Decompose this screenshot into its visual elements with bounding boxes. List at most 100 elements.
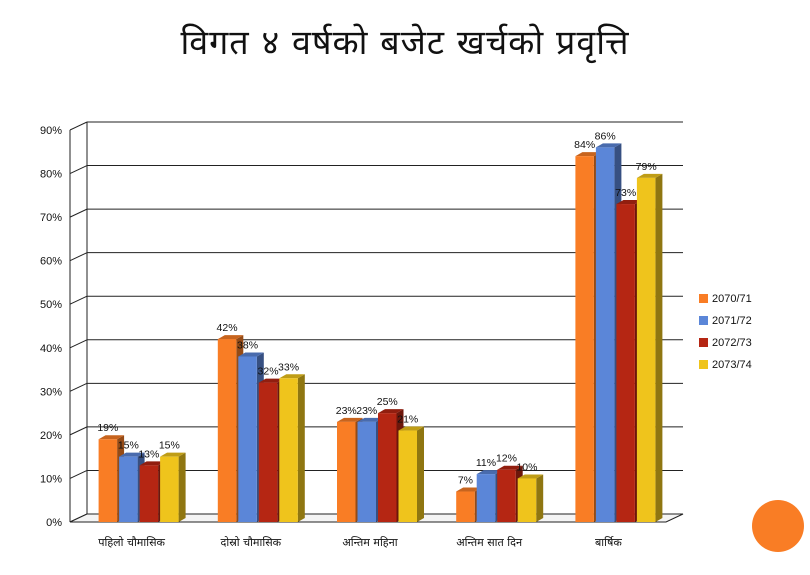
legend-label: 2073/74 [712, 359, 752, 371]
y-tick-label: 40% [40, 343, 62, 355]
bar-top [238, 352, 264, 357]
decorative-orange-circle [752, 500, 804, 552]
data-label: 25% [377, 396, 398, 408]
bar [160, 456, 179, 522]
bar-top [357, 417, 383, 422]
data-label: 15% [118, 440, 139, 452]
bar-side [178, 452, 186, 522]
data-label: 23% [356, 405, 377, 417]
bar-top [139, 461, 166, 466]
bar [575, 156, 594, 522]
bar-side [297, 374, 305, 522]
bar [398, 430, 417, 522]
bar-top [160, 452, 186, 457]
bar-top [456, 487, 482, 492]
data-label: 33% [278, 361, 299, 373]
data-label: 38% [237, 339, 258, 351]
gridline-depth [69, 469, 88, 479]
y-tick-label: 10% [40, 473, 62, 485]
legend-label: 2072/73 [712, 337, 752, 349]
bar [98, 439, 118, 522]
legend-label: 2070/71 [712, 293, 752, 305]
legend-swatch [699, 316, 708, 325]
bar [258, 382, 278, 522]
gridline-depth [69, 165, 88, 175]
data-label: 21% [397, 414, 418, 426]
bar [337, 421, 356, 522]
legend-swatch [699, 360, 708, 369]
chart-title: विगत ४ वर्षको बजेट खर्चको प्रवृत्ति [180, 23, 630, 63]
bar-top [119, 452, 145, 457]
y-tick-label: 90% [40, 125, 62, 137]
bar-side [536, 474, 544, 522]
gridline-depth [69, 339, 88, 349]
bar-top [476, 470, 503, 475]
bar-top [575, 152, 601, 157]
bar [616, 204, 635, 523]
bar-top [378, 409, 404, 414]
data-label: 19% [97, 422, 118, 434]
y-tick-label: 30% [40, 386, 62, 398]
bar [476, 474, 496, 522]
bar-top [279, 374, 305, 379]
data-label: 15% [159, 440, 180, 452]
y-tick-label: 50% [40, 299, 62, 311]
legend-swatch [699, 294, 708, 303]
data-label: 84% [574, 139, 595, 151]
bar-top [616, 200, 642, 205]
y-tick-label: 70% [40, 212, 62, 224]
bar-top [517, 474, 544, 479]
gridline-depth [69, 121, 88, 131]
bar-top [217, 335, 244, 340]
bar [517, 478, 537, 522]
bar-top [98, 435, 125, 440]
data-label: 32% [258, 366, 279, 378]
bar-side [655, 173, 663, 522]
x-category-label: बार्षिक [595, 536, 622, 549]
bar-side [417, 426, 424, 522]
gridline-depth [69, 295, 88, 305]
bar [497, 469, 516, 522]
bar-top [398, 426, 424, 431]
data-label: 79% [636, 161, 657, 173]
bar-top [258, 378, 285, 383]
data-label: 23% [336, 405, 357, 417]
bar-top [595, 143, 622, 148]
data-label: 12% [496, 453, 517, 465]
bar [378, 413, 397, 522]
bar [139, 465, 159, 522]
bar [357, 421, 376, 522]
y-tick-label: 0% [46, 517, 62, 529]
legend-swatch [699, 338, 708, 347]
data-label: 7% [458, 475, 473, 487]
y-tick-label: 60% [40, 256, 62, 268]
bar [217, 339, 237, 522]
bar [595, 147, 615, 522]
bar [636, 177, 656, 522]
bar [238, 356, 257, 522]
data-label: 86% [595, 130, 616, 142]
data-label: 11% [476, 457, 496, 469]
gridline-depth [69, 208, 88, 218]
bar [119, 456, 138, 522]
gridline-depth [69, 426, 88, 436]
gridline-depth [69, 382, 88, 392]
x-category-label: अन्तिम सात दिन [456, 536, 523, 549]
x-category-label: अन्तिम महिना [342, 536, 397, 549]
data-label: 10% [516, 461, 537, 473]
bar-top [636, 173, 663, 178]
bar-top [337, 417, 363, 422]
gridline-depth [69, 252, 88, 262]
legend-label: 2071/72 [712, 315, 752, 327]
data-label: 42% [217, 322, 238, 334]
bar [456, 491, 475, 522]
x-category-label: पहिलो चौमासिक [98, 536, 165, 549]
bar [279, 378, 298, 522]
y-tick-label: 80% [40, 169, 62, 181]
y-tick-label: 20% [40, 430, 62, 442]
data-label: 13% [138, 448, 159, 460]
x-category-label: दोस्रो चौमासिक [221, 536, 282, 549]
data-label: 73% [615, 187, 636, 199]
bar-top [497, 465, 523, 470]
